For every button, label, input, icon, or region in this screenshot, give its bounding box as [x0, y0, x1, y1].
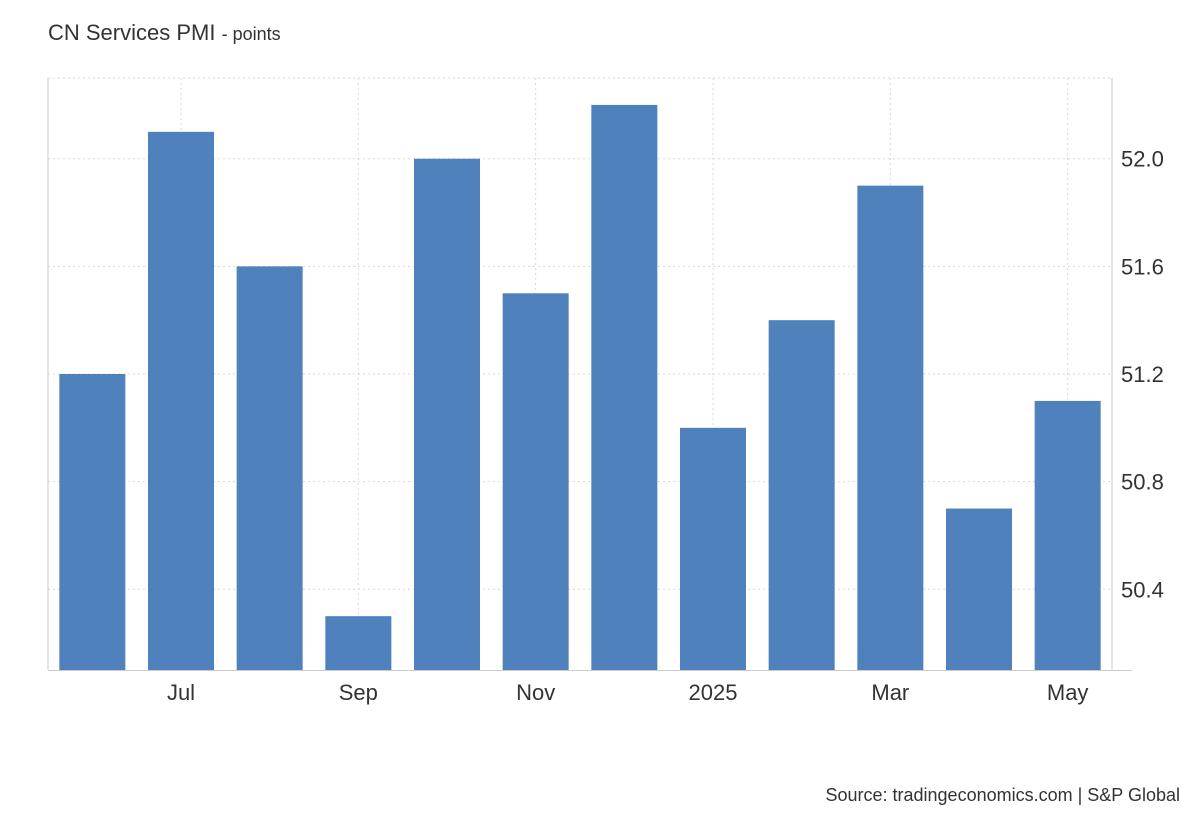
y-tick-label: 52.0 [1121, 147, 1164, 172]
x-tick-label: Mar [871, 680, 909, 705]
x-tick-label: Sep [339, 680, 378, 705]
bar-sep [325, 616, 392, 670]
chart-subtitle: - points [221, 24, 281, 44]
bar-jul [148, 131, 214, 670]
x-tick-label: Nov [516, 680, 555, 705]
bar-2025 [680, 427, 746, 670]
source-note: Source: tradingeconomics.com | S&P Globa… [825, 785, 1180, 805]
axes [47, 78, 1132, 671]
bar-aug [236, 266, 303, 670]
chart-title: CN Services PMI - points [48, 20, 281, 46]
bar-jun [59, 374, 126, 670]
bar-feb [768, 320, 835, 670]
x-tick-label: 2025 [689, 680, 738, 705]
x-tick-labels: Jul Sep Nov 2025 Mar May [167, 680, 1089, 705]
chart-subtitle-text: points [232, 24, 281, 44]
bar-mar [857, 185, 924, 671]
y-tick-label: 50.8 [1121, 470, 1164, 495]
bar-may [1034, 400, 1101, 670]
x-tick-label: Jul [167, 680, 195, 705]
bars [59, 104, 1101, 671]
bar-apr [946, 508, 1012, 670]
bar-nov [502, 293, 569, 670]
y-tick-label: 51.2 [1121, 362, 1164, 387]
y-tick-label: 51.6 [1121, 254, 1164, 279]
x-tick-label: May [1047, 680, 1089, 705]
y-tick-label: 50.4 [1121, 577, 1164, 602]
bar-dec [591, 104, 658, 671]
y-tick-labels: 50.4 50.8 51.2 51.6 52.0 [1121, 147, 1164, 603]
chart-title-text: CN Services PMI [48, 20, 216, 45]
bar-oct [414, 158, 480, 670]
